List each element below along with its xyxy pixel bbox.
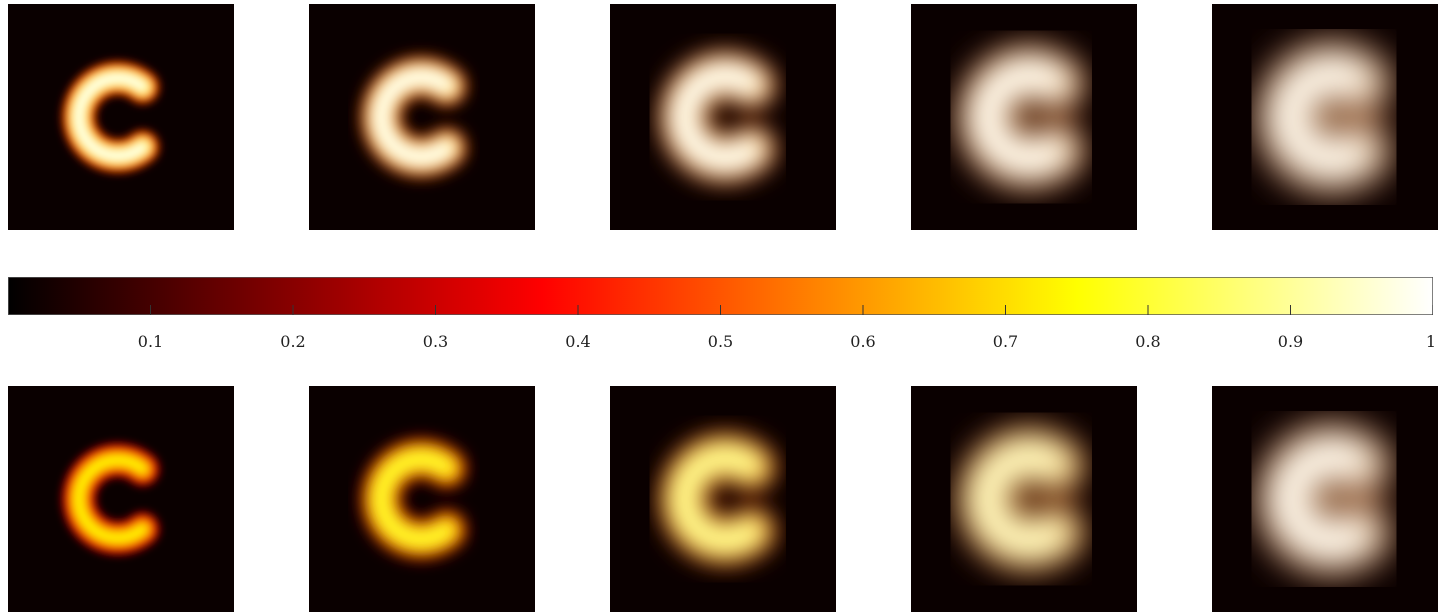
heatmap-panel-top-4 xyxy=(911,4,1137,230)
colorbar-tick-label: 0.9 xyxy=(1277,332,1304,351)
colorbar-tick-label: 0.8 xyxy=(1135,332,1161,351)
c-shape-blob xyxy=(62,443,159,555)
heatmap-panel-bottom-1 xyxy=(8,386,234,612)
c-shape-blob xyxy=(958,428,1085,570)
heatmap-panel-bottom-5 xyxy=(1212,386,1438,612)
c-shape-blob xyxy=(1258,43,1391,191)
colorbar-tick-label: 0.7 xyxy=(992,332,1019,351)
heatmap-panel-top-3 xyxy=(610,4,836,230)
c-shape-blob xyxy=(361,439,467,559)
heatmap-panel-bottom-4 xyxy=(911,386,1137,612)
heatmap-panel-top-1 xyxy=(8,4,234,230)
colorbar-tick-label: 0.3 xyxy=(422,332,449,351)
heatmap-panel-top-2 xyxy=(309,4,535,230)
c-shape-blob xyxy=(660,51,776,183)
colorbar-tick-label: 0.2 xyxy=(280,332,306,351)
colorbar xyxy=(8,277,1433,315)
heatmap-panel-top-5 xyxy=(1212,4,1438,230)
c-shape-blob xyxy=(62,61,159,173)
colorbar-tick-label: 1 xyxy=(1425,332,1437,351)
heatmap-panel-bottom-3 xyxy=(610,386,836,612)
colorbar-tick-label: 0.6 xyxy=(850,332,876,351)
colorbar-tick-labels: 0.1 0.2 0.3 0.4 0.5 0.6 0.7 0.8 0.9 1 xyxy=(0,332,1445,356)
colorbar-tick-label: 0.4 xyxy=(565,332,591,351)
colorbar-tick-label: 0.5 xyxy=(707,332,734,351)
c-shape-blob xyxy=(660,433,776,565)
colorbar-tick-label: 0.1 xyxy=(137,332,164,351)
c-shape-blob xyxy=(1258,425,1391,573)
c-shape-blob xyxy=(958,46,1085,188)
c-shape-blob xyxy=(361,57,467,177)
heatmap-panel-bottom-2 xyxy=(309,386,535,612)
